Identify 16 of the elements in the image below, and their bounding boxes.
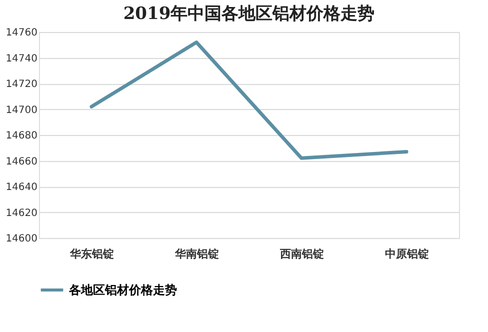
line-series (90, 40, 408, 160)
x-tick-label: 华南铝锭 (174, 248, 219, 260)
y-tick-label: 14660 (6, 156, 38, 168)
y-tick-label: 14700 (6, 104, 38, 116)
y-tick-label: 14680 (6, 130, 38, 142)
x-tick-label: 中原铝锭 (385, 248, 429, 260)
chart-title: 2019年中国各地区铝材价格走势 (123, 4, 375, 24)
y-tick-label: 14740 (6, 53, 38, 64)
y-tick-label: 14640 (6, 182, 38, 193)
y-tick-label: 14760 (6, 28, 38, 38)
y-tick-label: 14620 (6, 208, 38, 219)
y-tick-label: 14720 (6, 79, 38, 90)
x-tick-label: 西南铝锭 (279, 248, 324, 260)
x-tick-label: 华东铝锭 (69, 248, 114, 260)
y-tick-label: 14600 (6, 234, 38, 244)
legend-label: 各地区铝材价格走势 (68, 283, 177, 297)
